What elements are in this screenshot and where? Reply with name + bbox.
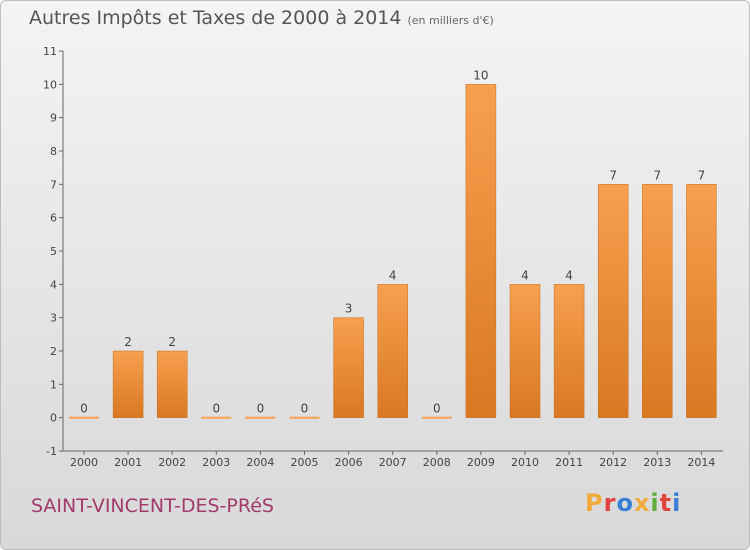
x-tick-label: 2000 xyxy=(70,456,98,469)
y-tick-label: 8 xyxy=(50,145,57,158)
data-label: 2 xyxy=(124,335,132,349)
bar xyxy=(377,284,408,418)
bar xyxy=(289,416,320,419)
logo-letter: x xyxy=(633,489,651,517)
data-label: 4 xyxy=(389,268,397,282)
x-tick-label: 2008 xyxy=(423,456,451,469)
data-label: 3 xyxy=(345,302,353,316)
y-tick-label: 6 xyxy=(50,212,57,225)
data-label: 7 xyxy=(609,168,617,182)
y-tick-label: 3 xyxy=(50,312,57,325)
logo-letter: o xyxy=(616,489,634,517)
bar xyxy=(69,416,99,419)
bar xyxy=(465,84,497,418)
x-tick-label: 2003 xyxy=(202,456,230,469)
x-tick-label: 2006 xyxy=(335,456,363,469)
bar xyxy=(509,284,541,418)
chart-subtitle: (en milliers d'€) xyxy=(407,14,494,27)
bar xyxy=(245,416,276,419)
y-tick-label: 4 xyxy=(50,278,57,291)
bar xyxy=(597,184,629,418)
bar xyxy=(421,416,452,419)
y-tick-label: 10 xyxy=(43,78,57,91)
y-tick-label: 11 xyxy=(43,45,57,58)
logo-letter: P xyxy=(585,489,604,517)
x-tick-label: 2001 xyxy=(114,456,142,469)
bar xyxy=(686,184,717,418)
data-label: 7 xyxy=(653,168,661,182)
logo-letter: i xyxy=(672,489,682,517)
data-label: 2 xyxy=(168,335,176,349)
logo-letter: t xyxy=(659,489,673,517)
y-tick-label: 2 xyxy=(50,345,57,358)
bar xyxy=(642,184,673,418)
chart-title: Autres Impôts et Taxes de 2000 à 2014 (en… xyxy=(29,7,494,29)
chart-title-text: Autres Impôts et Taxes de 2000 à 2014 xyxy=(29,7,402,29)
y-tick-label: 1 xyxy=(50,378,57,391)
x-tick-label: 2007 xyxy=(379,456,407,469)
data-label: 0 xyxy=(257,402,265,416)
x-tick-label: 2013 xyxy=(643,456,671,469)
y-tick-label: 5 xyxy=(50,245,57,258)
logo-letter: i xyxy=(650,489,660,517)
bar xyxy=(201,416,232,419)
bar xyxy=(333,317,364,418)
y-tick-label: 0 xyxy=(50,412,57,425)
bar xyxy=(553,284,585,418)
x-tick-label: 2014 xyxy=(687,456,715,469)
x-tick-label: 2002 xyxy=(158,456,186,469)
data-label: 0 xyxy=(80,402,88,416)
data-label: 10 xyxy=(473,68,488,82)
commune-name: SAINT-VINCENT-DES-PRéS xyxy=(31,495,274,517)
bar xyxy=(112,350,144,418)
data-label: 0 xyxy=(433,402,441,416)
logo-letter: r xyxy=(603,489,617,517)
x-tick-label: 2010 xyxy=(511,456,539,469)
data-label: 0 xyxy=(301,402,309,416)
proxiti-logo: Proxiti xyxy=(585,489,681,517)
x-tick-label: 2005 xyxy=(291,456,319,469)
data-label: 7 xyxy=(698,168,706,182)
x-tick-label: 2004 xyxy=(246,456,274,469)
data-label: 4 xyxy=(521,268,529,282)
y-tick-label: -1 xyxy=(46,445,57,458)
y-tick-label: 9 xyxy=(50,112,57,125)
x-tick-label: 2012 xyxy=(599,456,627,469)
x-tick-label: 2009 xyxy=(467,456,495,469)
y-tick-label: 7 xyxy=(50,178,57,191)
data-label: 4 xyxy=(565,268,573,282)
data-label: 0 xyxy=(212,402,220,416)
x-tick-label: 2011 xyxy=(555,456,583,469)
bar xyxy=(156,350,188,418)
